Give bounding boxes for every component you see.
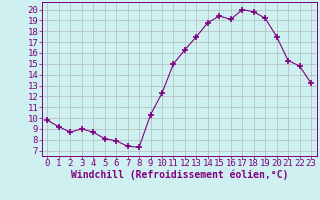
X-axis label: Windchill (Refroidissement éolien,°C): Windchill (Refroidissement éolien,°C)	[70, 170, 288, 180]
